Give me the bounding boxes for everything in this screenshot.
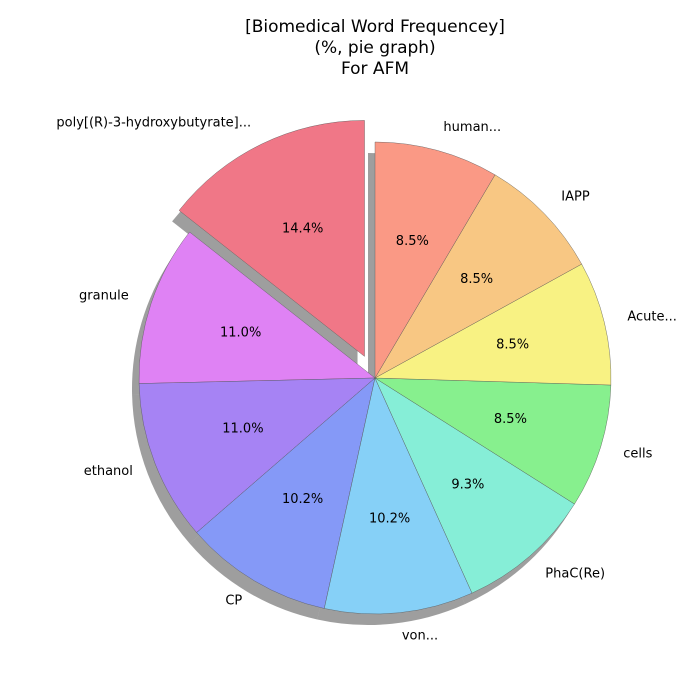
pie-slice-cp	[196, 377, 376, 609]
pie-slice-ethanol	[138, 377, 376, 533]
slice-value-label-iapp: 8.5%	[460, 272, 493, 287]
slice-value-label-phac-re: 9.3%	[451, 477, 484, 492]
chart-title: [Biomedical Word Frequencey] (%, pie gra…	[245, 17, 505, 79]
pie-slice-acute	[374, 263, 612, 386]
pie-slice-phac-re	[374, 377, 575, 594]
slice-category-label-iapp: IAPP	[561, 190, 590, 205]
slice-value-label-granule: 11.0%	[220, 326, 261, 341]
slice-category-label-poly-r-3-hydroxybutyrate: poly[(R)-3-hydroxybutyrate]...	[56, 115, 251, 130]
pie-slice-von	[324, 377, 473, 615]
slice-category-label-cp: CP	[225, 594, 242, 609]
slice-category-label-ethanol: ethanol	[84, 464, 133, 479]
slice-category-label-cells: cells	[623, 446, 652, 461]
chart-title-line-1: [Biomedical Word Frequencey]	[245, 17, 505, 37]
pie-slice-iapp	[374, 174, 582, 379]
pie-slice-human	[374, 141, 496, 379]
slice-category-label-von: von...	[402, 629, 438, 644]
pie-label-layer: 14.4% poly[(R)-3-hydroxybutyrate]... 11.0%…	[56, 115, 677, 643]
slice-value-label-von: 10.2%	[369, 511, 410, 526]
slice-category-label-phac-re: PhaC(Re)	[545, 566, 605, 581]
slice-value-label-poly-r-3-hydroxybutyrate: 14.4%	[282, 222, 323, 237]
slice-category-label-human: human...	[443, 120, 501, 135]
slice-category-label-granule: granule	[79, 288, 129, 303]
slice-value-label-ethanol: 11.0%	[222, 422, 263, 437]
chart-title-line-3: For AFM	[341, 59, 409, 79]
slice-category-label-acute: Acute...	[627, 310, 677, 325]
slice-value-label-cells: 8.5%	[494, 412, 527, 427]
pie-slice-cells	[374, 377, 612, 505]
pie-slice-poly-r-3-hydroxybutyrate	[178, 120, 365, 357]
pie-slice-granule	[138, 231, 376, 384]
slice-value-label-acute: 8.5%	[496, 337, 529, 352]
slice-value-label-human: 8.5%	[396, 234, 429, 249]
slice-value-label-cp: 10.2%	[282, 492, 323, 507]
chart-title-line-2: (%, pie graph)	[314, 38, 435, 58]
pie-slice-layer	[138, 120, 612, 615]
